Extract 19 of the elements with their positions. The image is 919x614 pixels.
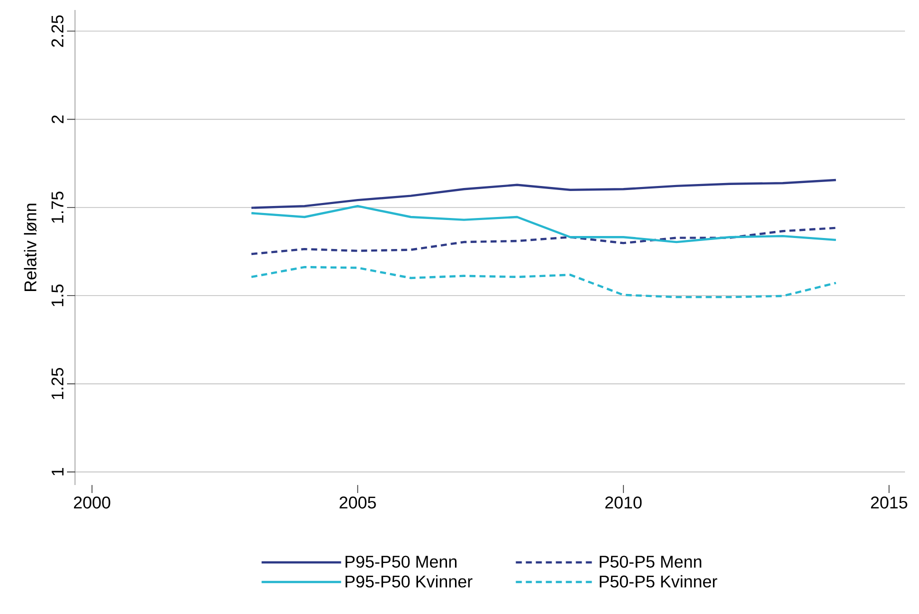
y-tick-label: 2.25 — [51, 15, 64, 47]
y-axis-title: Relativ lønn — [24, 204, 37, 291]
x-tick-label: 2010 — [605, 496, 642, 509]
y-tick-label: 1.5 — [52, 284, 64, 306]
legend-label: P95-P50 Kvinner — [346, 575, 472, 588]
y-tick-label: 1.25 — [51, 368, 64, 400]
legend-label: P50-P5 Menn — [600, 556, 702, 568]
line-series — [250, 266, 838, 298]
x-tick-label: 2000 — [74, 496, 110, 509]
legend-label: P50-P5 Kvinner — [600, 575, 718, 588]
y-tick-label: 1.75 — [52, 192, 64, 223]
line-series — [250, 226, 838, 256]
legend-label: P95-P50 Menn — [346, 556, 456, 568]
line-series — [250, 178, 838, 209]
y-tick-label: 2 — [52, 115, 64, 124]
line-series — [250, 204, 838, 244]
x-tick-label: 2015 — [871, 496, 908, 509]
x-tick-label: 2005 — [340, 496, 376, 509]
y-tick-label: 1 — [52, 468, 64, 476]
